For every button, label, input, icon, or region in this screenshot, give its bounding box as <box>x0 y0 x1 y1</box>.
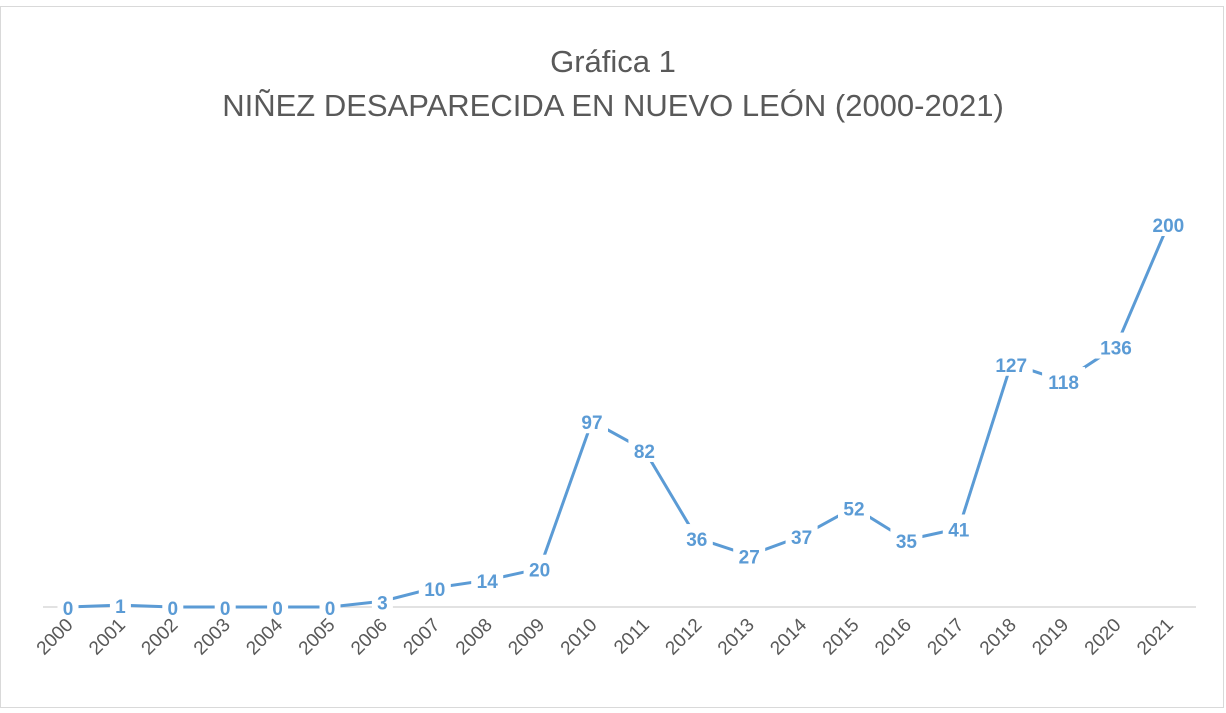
x-tick-label: 2013 <box>714 615 759 660</box>
x-tick-label: 2015 <box>819 615 864 660</box>
data-label-background <box>628 435 661 462</box>
data-label: 14 <box>477 572 499 593</box>
data-label-background <box>942 514 975 541</box>
x-tick-label: 2001 <box>85 615 130 660</box>
data-label-background <box>890 525 923 552</box>
data-label: 27 <box>739 547 760 568</box>
data-label-background <box>576 407 608 434</box>
data-label: 0 <box>168 599 179 620</box>
data-label-background <box>1146 210 1190 236</box>
data-label: 10 <box>424 580 445 601</box>
x-tick-label: 2010 <box>557 615 602 660</box>
data-label-background <box>680 524 713 551</box>
data-label: 52 <box>843 499 864 520</box>
data-label: 82 <box>634 442 655 463</box>
x-tick-label: 2019 <box>1028 615 1073 660</box>
x-tick-label: 2005 <box>295 615 340 660</box>
x-tick-label: 2009 <box>504 615 549 660</box>
data-label-background <box>471 566 504 593</box>
x-tick-label: 2016 <box>871 615 916 660</box>
x-tick-label: 2006 <box>347 615 392 660</box>
data-label: 200 <box>1153 216 1185 237</box>
data-label: 0 <box>272 599 283 620</box>
data-label-background <box>523 554 556 581</box>
data-label-background <box>267 593 289 619</box>
data-label: 0 <box>63 599 74 620</box>
x-tick-label: 2012 <box>662 615 707 660</box>
data-label: 118 <box>1048 373 1079 394</box>
data-label: 35 <box>896 532 918 553</box>
data-label-background <box>418 573 451 600</box>
x-tick-label: 2004 <box>242 614 287 659</box>
chart-subtitle: NIÑEZ DESAPARECIDA EN NUEVO LEÓN (2000-2… <box>222 88 1004 123</box>
data-label-background <box>1094 332 1138 359</box>
x-tick-label: 2008 <box>452 615 497 660</box>
x-tick-label: 2021 <box>1133 615 1178 660</box>
data-label: 1 <box>115 597 126 618</box>
data-label: 97 <box>581 413 602 434</box>
data-label-background <box>371 587 393 614</box>
data-label: 3 <box>377 593 388 614</box>
data-label: 127 <box>995 356 1027 377</box>
data-label: 136 <box>1100 339 1132 360</box>
data-label-background <box>319 593 341 619</box>
x-tick-label: 2020 <box>1081 615 1126 660</box>
data-label-background <box>109 591 131 618</box>
data-label: 0 <box>325 599 336 620</box>
x-tick-label: 2007 <box>400 615 445 660</box>
x-tick-label: 2002 <box>138 615 183 660</box>
data-label-background <box>785 522 818 549</box>
data-label-background <box>162 593 184 619</box>
data-label: 41 <box>948 520 970 541</box>
x-tick-label: 2000 <box>33 615 78 660</box>
data-label-background <box>1042 367 1086 394</box>
x-tick-label: 2011 <box>610 615 654 659</box>
chart-border <box>0 6 1224 708</box>
x-tick-label: 2018 <box>976 615 1021 660</box>
data-label-background <box>57 593 79 619</box>
data-label: 0 <box>220 599 231 620</box>
data-label: 20 <box>529 561 550 582</box>
data-label-background <box>214 593 236 619</box>
chart-title: Gráfica 1 <box>550 44 676 79</box>
data-label-background <box>733 541 766 568</box>
x-tick-label: 2003 <box>190 615 235 660</box>
data-label: 36 <box>686 530 707 551</box>
series-line <box>67 223 1170 609</box>
data-label-background <box>989 349 1033 376</box>
x-tick-label: 2014 <box>766 614 811 659</box>
data-label-background <box>838 493 870 520</box>
x-tick-label: 2017 <box>924 615 969 660</box>
data-label: 37 <box>791 528 812 549</box>
